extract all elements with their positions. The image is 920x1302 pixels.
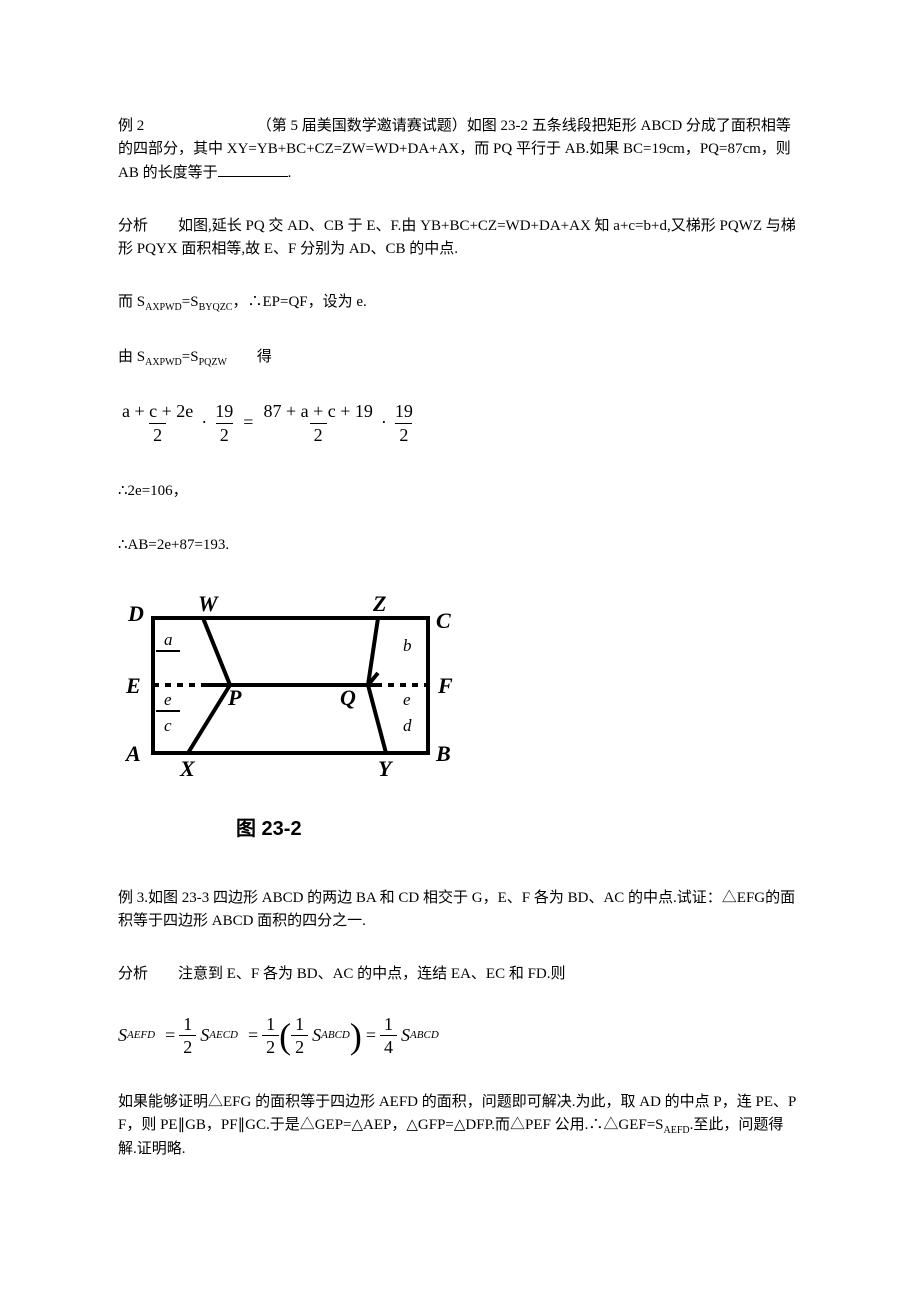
label-X: X (179, 756, 196, 781)
label-E: E (125, 673, 141, 698)
example-2-analysis: 分析 如图,延长 PQ 交 AD、CB 于 E、F.由 YB+BC+CZ=WD+… (118, 215, 802, 262)
label-e1: e (164, 690, 172, 709)
area-equation-chain: SAEFD = 12 SAECD = 12 ( 12 SABCD ) = 14 … (118, 1013, 802, 1059)
example-3-conclusion: 如果能够证明△EFG 的面积等于四边形 AEFD 的面积，问题即可解决.为此，取… (118, 1091, 802, 1162)
label-D: D (127, 601, 144, 626)
label-P: P (227, 685, 242, 710)
therefore-ab: ∴AB=2e+87=193. (118, 534, 802, 557)
label-B: B (435, 741, 451, 766)
label-c: c (164, 716, 172, 735)
example-3-problem: 例 3.如图 23-3 四边形 ABCD 的两边 BA 和 CD 相交于 G，E… (118, 887, 802, 934)
label-A: A (124, 741, 141, 766)
label-d: d (403, 716, 412, 735)
label-Q: Q (340, 685, 356, 710)
answer-blank (218, 162, 288, 177)
example-3-analysis: 分析 注意到 E、F 各为 BD、AC 的中点，连结 EA、EC 和 FD.则 (118, 963, 802, 986)
fraction-equation: a + c + 2e2 · 192 = 87 + a + c + 192 · 1… (118, 400, 802, 446)
example-2-problem: 例 2 （第 5 届美国数学邀请赛试题）如图 23-2 五条线段把矩形 ABCD… (118, 115, 802, 185)
label-a: a (164, 630, 173, 649)
line-area-equality-2: 由 SAXPWD=SPQZW 得 (118, 346, 802, 371)
line-area-equality-1: 而 SAXPWD=SBYQZC，∴EP=QF，设为 e. (118, 291, 802, 316)
label-C: C (436, 608, 451, 633)
label-Z: Z (372, 593, 386, 616)
figure-23-2: D W Z C E F A X Y B P Q a b e e c d (118, 593, 802, 845)
label-b: b (403, 636, 412, 655)
label-F: F (437, 673, 453, 698)
label-W: W (198, 593, 219, 616)
label-Y: Y (378, 756, 394, 781)
therefore-2e: ∴2e=106， (118, 480, 802, 503)
figure-caption: 图 23-2 (236, 814, 802, 845)
label-e2: e (403, 690, 411, 709)
